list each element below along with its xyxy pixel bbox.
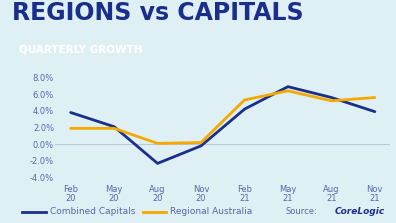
Text: Regional Australia: Regional Australia (170, 207, 253, 216)
Text: Source:: Source: (285, 207, 317, 216)
Text: CoreLogic: CoreLogic (335, 207, 385, 216)
Text: REGIONS vs CAPITALS: REGIONS vs CAPITALS (12, 1, 303, 25)
Text: Combined Capitals: Combined Capitals (50, 207, 135, 216)
Text: QUARTERLY GROWTH: QUARTERLY GROWTH (19, 45, 143, 55)
